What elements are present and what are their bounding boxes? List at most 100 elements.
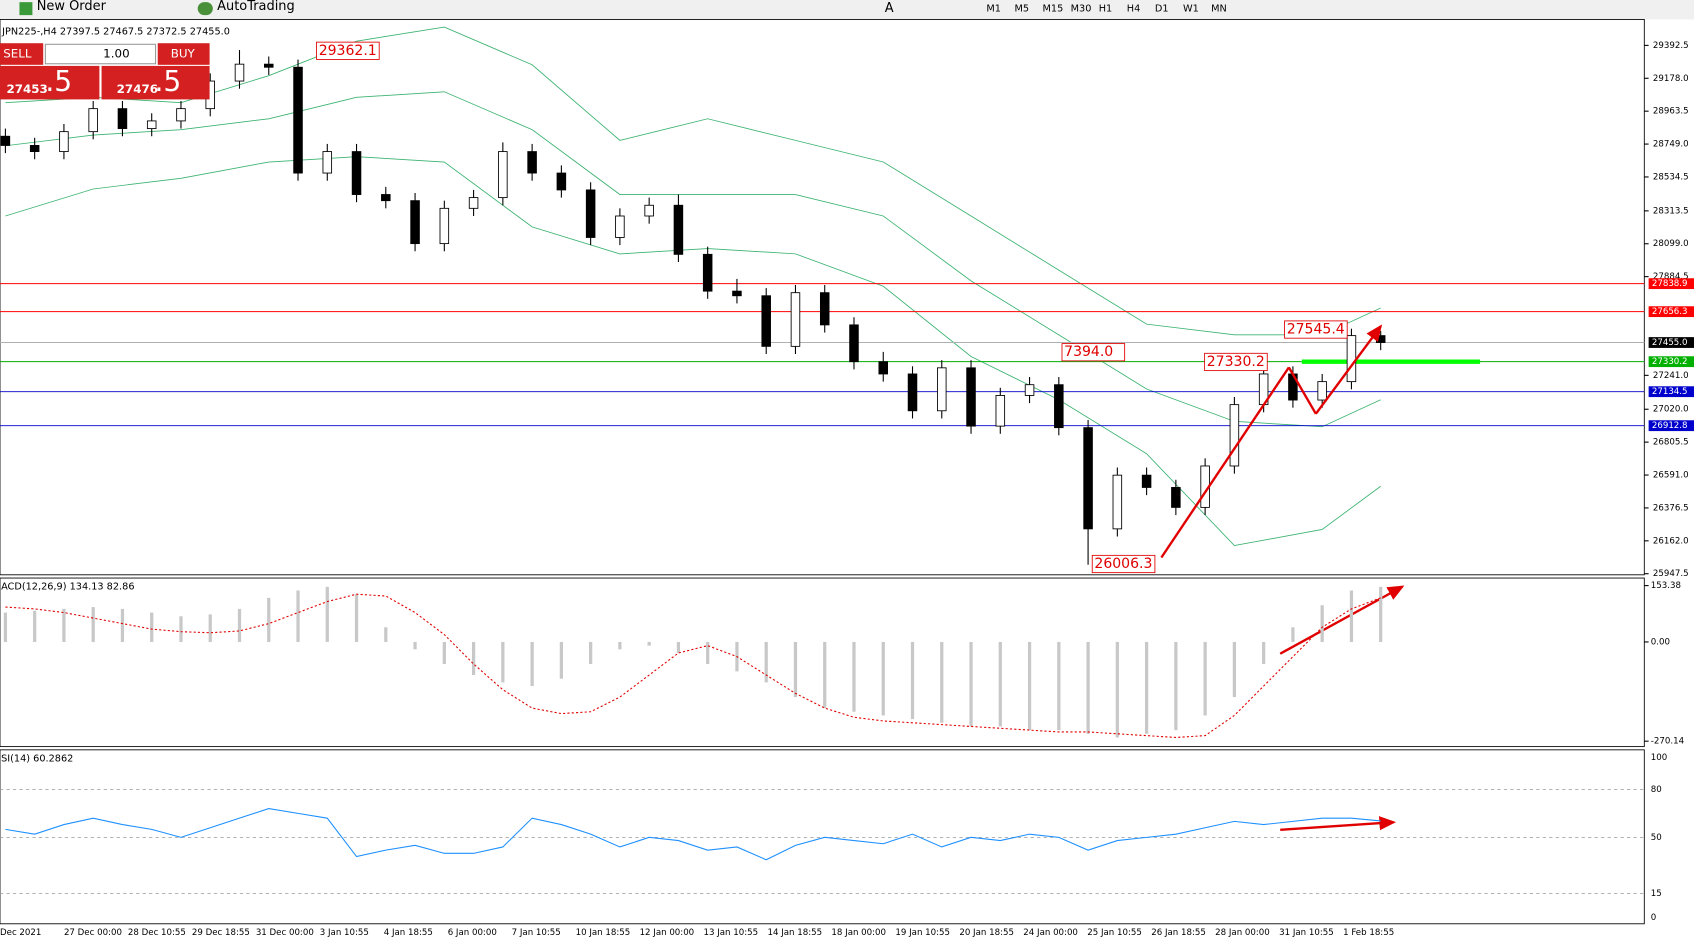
candle-body [1083, 427, 1093, 530]
date-label: 12 Jan 00:00 [640, 928, 695, 938]
trend-arrow [1280, 816, 1397, 831]
candle-body [702, 253, 713, 292]
candle-body [819, 292, 830, 326]
new-order-icon[interactable] [19, 2, 33, 16]
rsi-line [5, 808, 1381, 861]
volume-input[interactable]: 1.00 [103, 47, 129, 61]
candle-body [29, 145, 40, 153]
timeframe-button[interactable]: D1 [1155, 4, 1169, 15]
trend-arrow [1287, 366, 1317, 415]
macd-signal [5, 593, 1381, 739]
macd-histogram-bar [471, 641, 476, 676]
price-annotation-box [1284, 320, 1348, 339]
candle-body [1054, 384, 1064, 429]
macd-histogram-bar [237, 608, 242, 642]
timeframe-button[interactable]: M1 [986, 4, 1001, 15]
autotrading-button[interactable]: AutoTrading [217, 0, 295, 14]
sell-price-box [0, 65, 100, 100]
macd-histogram-bar [1262, 641, 1266, 664]
macd-histogram-bar [1144, 641, 1149, 734]
level-price-label: 27134.5 [1652, 387, 1688, 397]
level-price-label: 27330.2 [1652, 357, 1688, 367]
price-annotation-box [1204, 352, 1268, 372]
text-tool[interactable]: A [885, 1, 894, 16]
timeframe-button[interactable]: W1 [1183, 4, 1199, 15]
macd-histogram-bar [354, 594, 359, 642]
macd-histogram-bar [1232, 641, 1237, 698]
candle-body [1346, 335, 1357, 383]
date-label: 31 Jan 10:55 [1279, 928, 1334, 938]
macd-histogram-bar [442, 641, 446, 664]
date-label: 27 Dec 00:00 [64, 928, 122, 938]
date-label: 6 Jan 00:00 [448, 928, 497, 938]
macd-histogram-bar [267, 597, 271, 642]
price-pane [0, 19, 1645, 576]
toolbar [0, 0, 1694, 20]
macd-histogram-bar [764, 641, 768, 683]
macd-histogram-bar [706, 641, 710, 664]
macd-histogram-bar [676, 641, 681, 653]
candle-body [585, 189, 596, 238]
y-tick-label: 28099.0 [1653, 239, 1689, 249]
date-label: 20 Jan 18:55 [959, 928, 1014, 938]
level-price-box [1648, 278, 1694, 290]
timeframe-button[interactable]: M5 [1014, 4, 1029, 15]
candle-body [1024, 384, 1035, 396]
macd-histogram-bar [910, 641, 915, 720]
candle-body [351, 151, 362, 195]
sell-button[interactable]: SELL [3, 47, 32, 61]
date-label: 4 Jan 18:55 [384, 928, 433, 938]
candle-body [849, 324, 859, 363]
candle-body [117, 108, 128, 130]
date-label: 28 Jan 00:00 [1215, 928, 1270, 938]
new-order-button[interactable]: New Order [37, 0, 107, 14]
candle-body [439, 207, 450, 245]
macd-histogram-bar [852, 641, 856, 712]
date-label: 29 Dec 18:55 [192, 928, 250, 938]
macd-tick-label: 0.00 [1651, 637, 1670, 647]
date-label: 26 Jan 18:55 [1151, 928, 1206, 938]
buy-button[interactable]: BUY [171, 47, 196, 61]
autotrading-icon[interactable] [197, 2, 213, 16]
candle-body [234, 63, 245, 82]
level-price-box [1648, 337, 1694, 348]
price-annotation-box [1091, 554, 1156, 574]
macd-histogram-bar [618, 641, 622, 650]
macd-tick-label: 153.38 [1651, 581, 1681, 591]
bollinger-middle [5, 91, 1381, 428]
timeframe-button[interactable]: H1 [1099, 4, 1112, 15]
timeframe-button[interactable]: H4 [1127, 4, 1140, 15]
macd-histogram-bar [1086, 641, 1090, 734]
candle-body [732, 290, 742, 297]
candle-body [264, 63, 274, 68]
macd-pane [0, 577, 1645, 748]
macd-histogram-bar [940, 641, 944, 723]
candle-body [59, 131, 69, 153]
timeframe-button[interactable]: M30 [1071, 4, 1092, 15]
candle-body [556, 172, 567, 191]
rsi-tick-label: 50 [1651, 833, 1662, 843]
date-label: 13 Jan 10:55 [704, 928, 759, 938]
macd-histogram-bar [1379, 586, 1383, 642]
candle-body [937, 367, 947, 412]
macd-histogram-bar [120, 608, 125, 642]
date-label: 14 Jan 18:55 [767, 928, 822, 938]
candle-body [1171, 487, 1181, 508]
trend-arrow [1314, 324, 1383, 415]
date-label: Dec 2021 [0, 928, 41, 938]
macd-histogram-bar [150, 612, 154, 642]
timeframe-button[interactable]: MN [1211, 4, 1227, 15]
macd-histogram-bar [62, 608, 66, 642]
rsi-label: SI(14) 60.2862 [1, 753, 73, 764]
candle-body [410, 200, 420, 245]
price-annotation-box [316, 41, 380, 60]
macd-label: ACD(12,26,9) 134.13 82.86 [1, 582, 134, 593]
timeframe-button[interactable]: M15 [1043, 4, 1064, 15]
rsi-tick-label: 100 [1651, 753, 1667, 763]
macd-histogram-bar [1174, 641, 1178, 731]
macd-histogram-bar [1320, 605, 1324, 642]
price-annotation: 26006.3 [1094, 556, 1152, 572]
y-tick-label: 25947.5 [1653, 569, 1689, 579]
macd-histogram-bar [969, 641, 973, 727]
